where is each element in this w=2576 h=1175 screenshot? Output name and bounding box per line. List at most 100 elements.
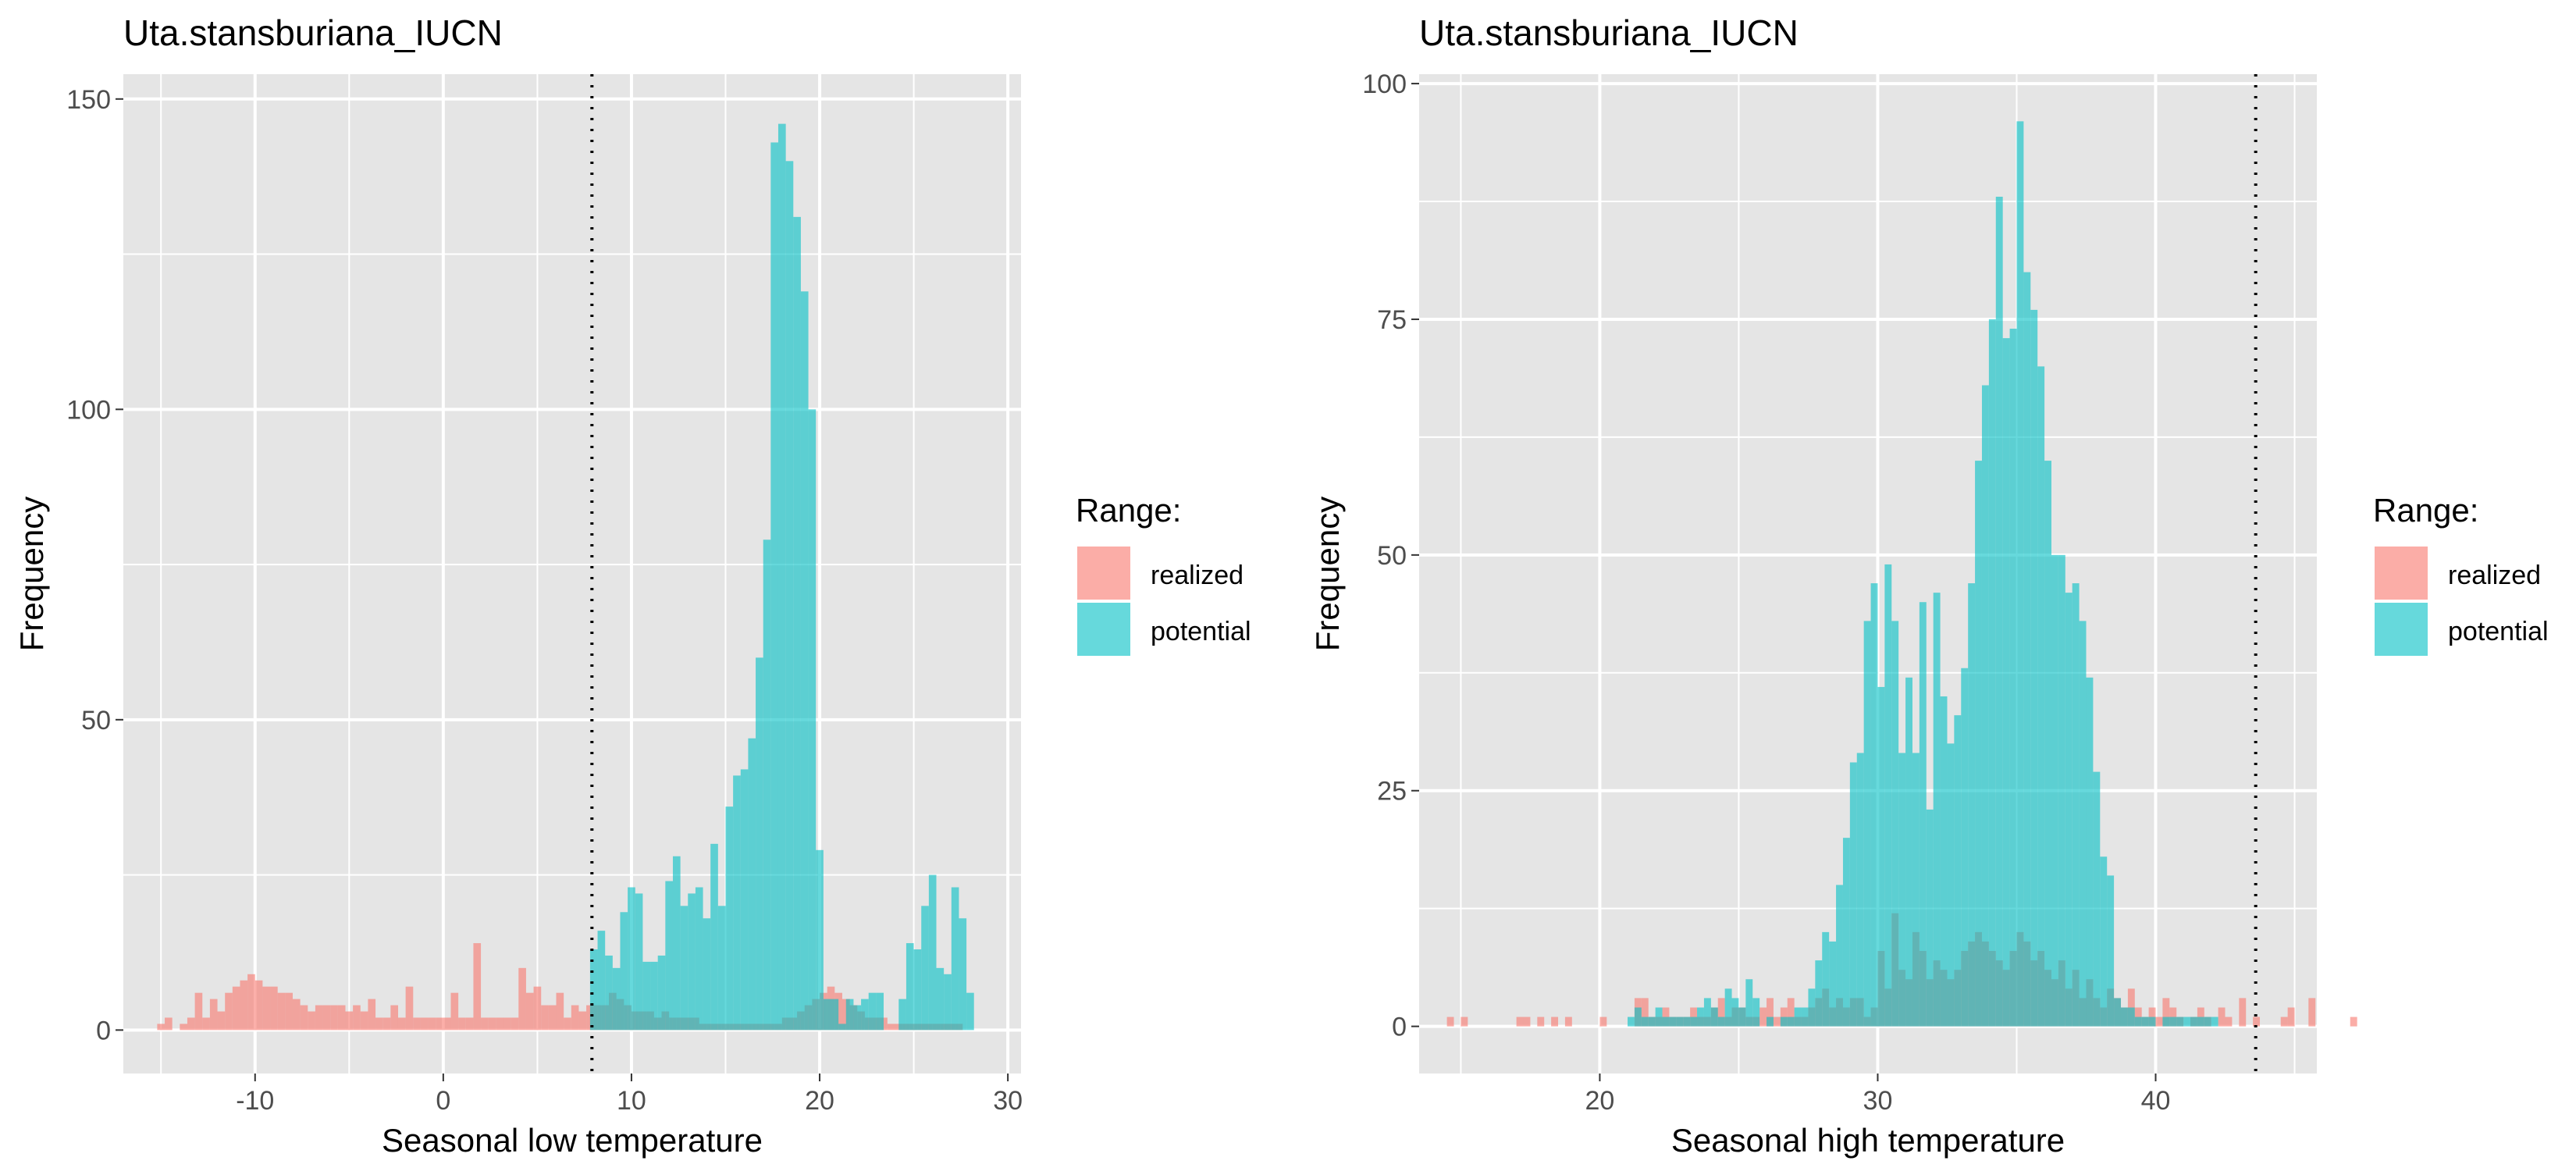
bar-realized — [353, 1005, 361, 1031]
bar-realized — [564, 1017, 571, 1031]
y-axis-label: Frequency — [13, 497, 50, 651]
bar-potential — [2058, 554, 2065, 1027]
bar-potential — [2120, 1007, 2128, 1027]
bar-potential — [2093, 771, 2101, 1027]
y-tick-label: 100 — [66, 395, 111, 425]
bar-realized — [1641, 998, 1649, 1027]
bar-potential — [1863, 621, 1871, 1027]
bar-potential — [1884, 564, 1892, 1027]
bar-potential — [1822, 931, 1830, 1027]
bar-potential — [1849, 762, 1857, 1027]
bar-realized — [194, 992, 203, 1031]
bar-realized — [1516, 1017, 1524, 1027]
bar-potential — [740, 769, 749, 1031]
bar-realized — [511, 1017, 519, 1031]
bar-potential — [1829, 941, 1837, 1027]
bar-potential — [2051, 554, 2058, 1027]
bar-potential — [748, 738, 756, 1031]
bar-realized — [360, 1011, 368, 1031]
bar-realized — [390, 1005, 398, 1031]
bar-potential — [763, 539, 771, 1031]
bar-realized — [556, 992, 564, 1031]
bar-potential — [725, 806, 734, 1031]
bar-potential — [1933, 593, 1941, 1027]
bar-potential — [808, 409, 817, 1031]
bar-potential — [898, 999, 906, 1031]
bar-potential — [1975, 461, 1982, 1027]
bar-realized — [2280, 1017, 2288, 1027]
bar-realized — [2155, 1017, 2163, 1027]
bar-potential — [770, 142, 778, 1031]
bar-potential — [1794, 1007, 1802, 1027]
bar-potential — [1676, 1017, 1684, 1027]
x-axis-label: Seasonal high temperature — [1671, 1122, 2065, 1159]
x-axis-label: Seasonal low temperature — [382, 1122, 763, 1159]
bars — [1446, 121, 2357, 1027]
bar-potential — [800, 291, 809, 1031]
bar-realized — [1773, 1017, 1781, 1027]
bar-potential — [1655, 1007, 1663, 1027]
bar-potential — [2183, 1017, 2191, 1027]
bar-potential — [1717, 1017, 1725, 1027]
bar-potential — [1745, 979, 1753, 1027]
bar-realized — [518, 967, 526, 1031]
bar-potential — [1669, 1017, 1677, 1027]
bar-potential — [628, 887, 635, 1031]
bar-potential — [1628, 1017, 1635, 1027]
bar-potential — [1724, 988, 1732, 1027]
bar-potential — [1919, 602, 1927, 1027]
bar-potential — [1815, 960, 1823, 1027]
bar-potential — [966, 992, 974, 1031]
bar-realized — [1599, 1017, 1607, 1027]
legend-label-realized: realized — [2448, 561, 2541, 590]
bar-potential — [2204, 1017, 2211, 1027]
bar-realized — [277, 992, 286, 1031]
bar-potential — [1710, 1007, 1718, 1027]
bar-potential — [823, 999, 831, 1031]
bar-potential — [2211, 1017, 2218, 1027]
y-tick-label: 0 — [96, 1016, 111, 1045]
bar-realized — [1759, 1007, 1767, 1027]
bar-potential — [2169, 1017, 2177, 1027]
bar-realized — [578, 1011, 587, 1031]
bar-realized — [202, 1017, 210, 1031]
bar-realized — [2239, 998, 2247, 1027]
axes: 20 30 40 0 25 50 75 100 — [1362, 69, 2170, 1116]
bar-realized — [1717, 998, 1725, 1027]
chart-title: Uta.stansburiana_IUCN — [123, 12, 503, 53]
bar-potential — [2190, 1017, 2197, 1027]
bar-potential — [876, 992, 884, 1031]
bar-realized — [503, 1017, 511, 1031]
bar-potential — [838, 1024, 846, 1031]
bar-potential — [1995, 196, 2003, 1027]
bar-realized — [209, 999, 218, 1031]
bar-realized — [548, 1005, 557, 1031]
legend-label-potential: potential — [2448, 617, 2549, 646]
legend-label-realized: realized — [1151, 561, 1244, 590]
bar-realized — [2287, 1007, 2295, 1027]
bar-realized — [217, 1011, 226, 1031]
bar-realized — [382, 1017, 391, 1031]
bar-realized — [157, 1024, 165, 1031]
bar-realized — [2253, 1017, 2261, 1027]
x-tick-label: 30 — [993, 1086, 1023, 1116]
bar-potential — [2023, 272, 2031, 1027]
bar-potential — [1648, 1017, 1656, 1027]
bar-realized — [1787, 998, 1795, 1027]
bar-realized — [834, 992, 842, 1031]
bar-potential — [1767, 1017, 1774, 1027]
bar-potential — [2086, 677, 2094, 1027]
y-tick-label: 0 — [1392, 1013, 1407, 1042]
bar-potential — [1968, 583, 1976, 1027]
bar-potential — [2114, 998, 2121, 1027]
bar-realized — [308, 1011, 315, 1031]
x-tick-label: 40 — [2141, 1086, 2171, 1116]
legend-title: Range: — [2373, 492, 2478, 529]
bar-potential — [695, 887, 703, 1031]
bar-potential — [589, 949, 598, 1031]
legend: Range: realized potential — [2373, 492, 2549, 656]
bar-potential — [2176, 1017, 2184, 1027]
bar-realized — [2350, 1017, 2357, 1027]
y-tick-label: 50 — [81, 706, 111, 735]
